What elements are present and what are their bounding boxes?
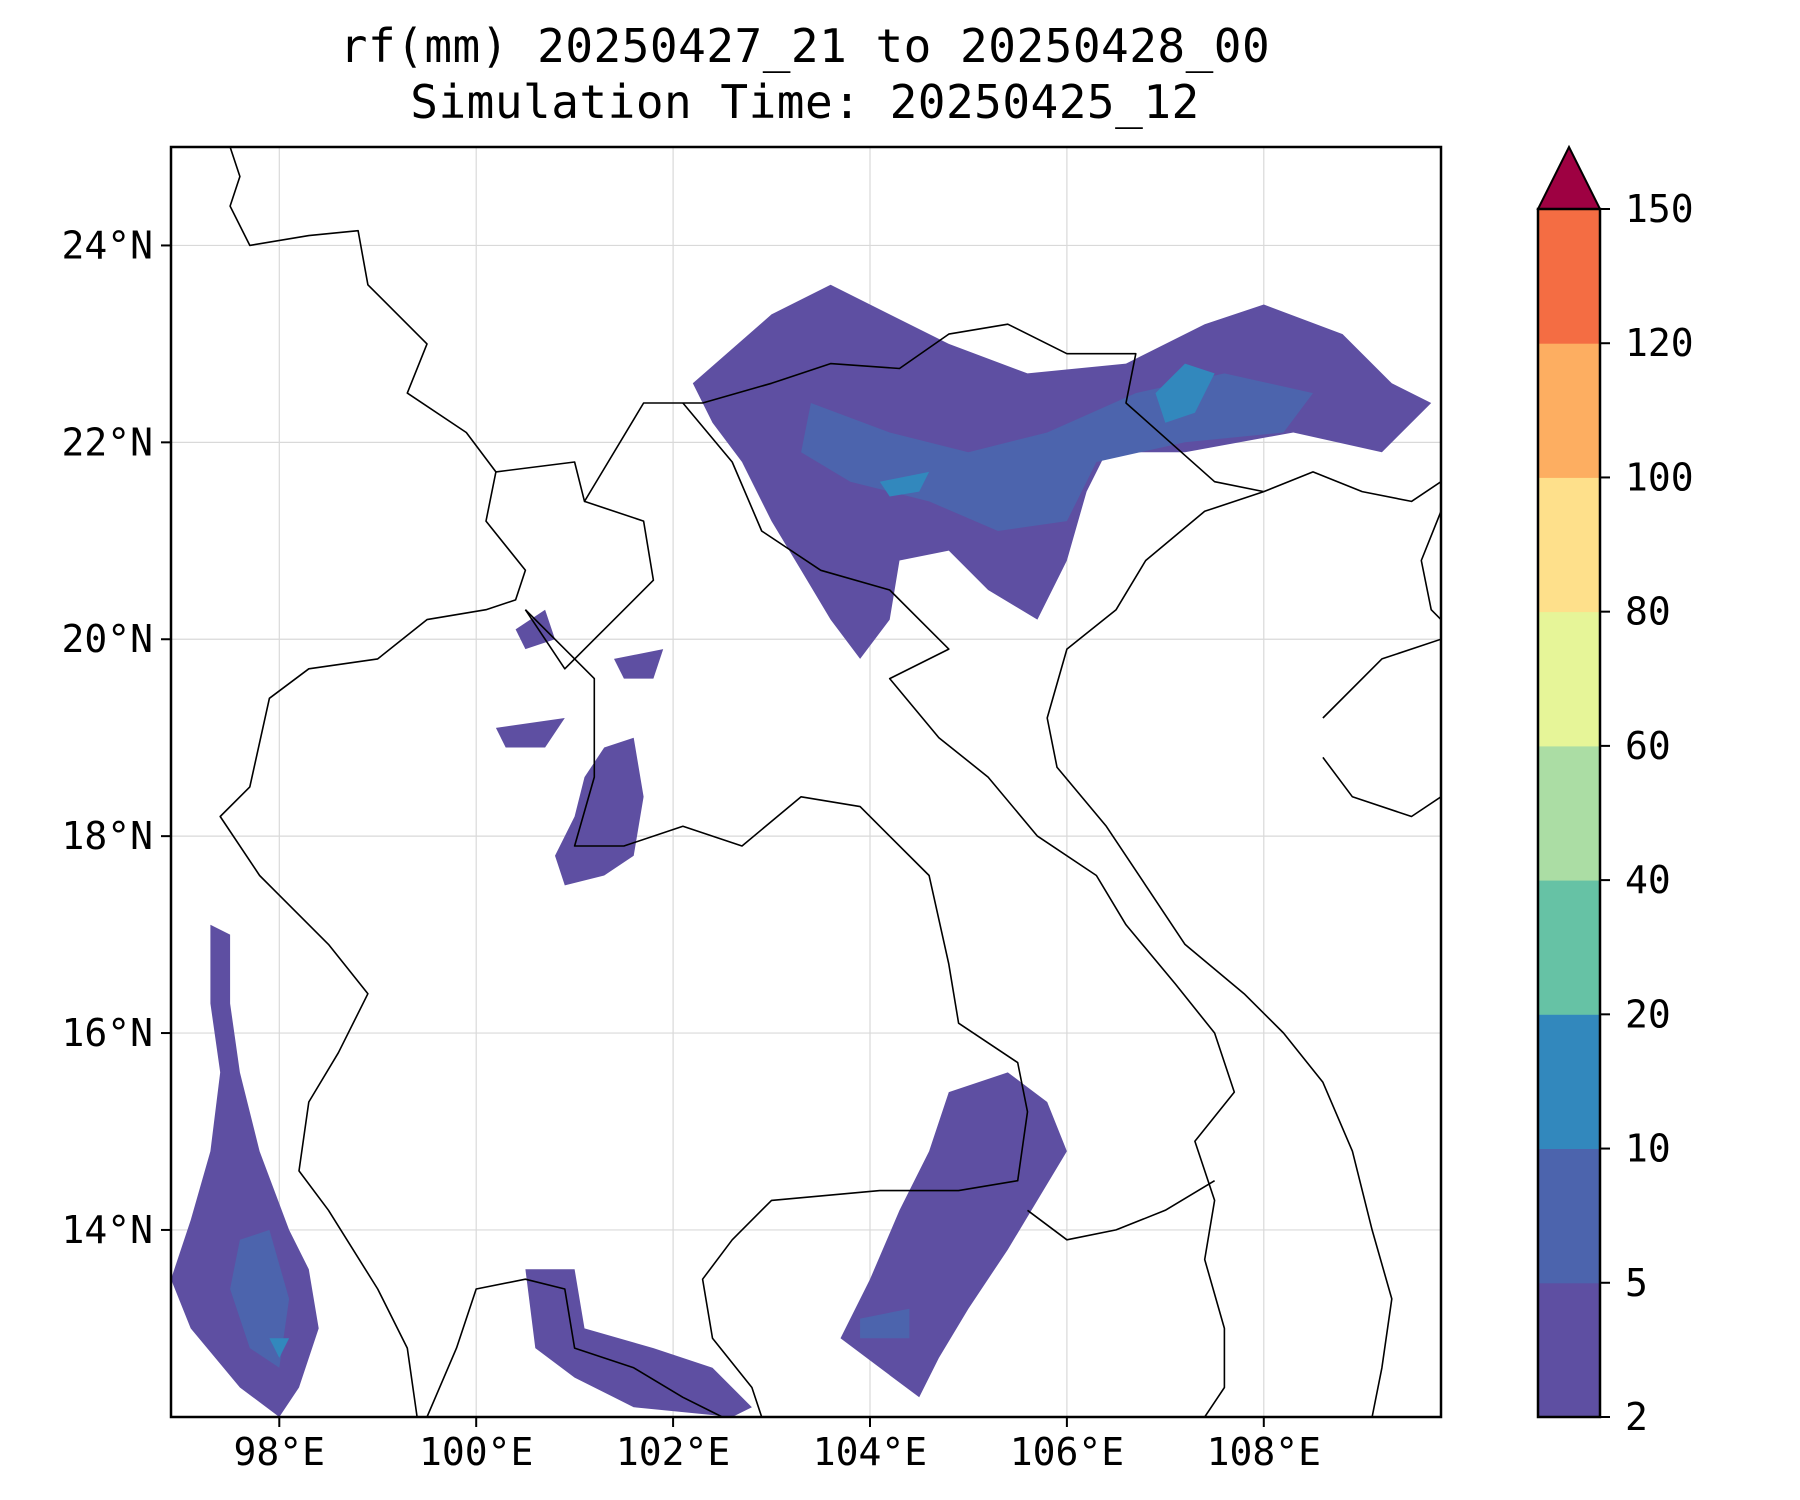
colorbar-label: 2 — [1625, 1395, 1648, 1439]
colorbar-segment — [1538, 1148, 1600, 1284]
map-axis-ticks: 98°E 100°E 102°E 104°E 106°E 108°E 14°N 16°N 18°… — [61, 223, 1321, 1474]
colorbar-label: 100 — [1625, 455, 1694, 499]
figure-title: rf(mm) 20250427_21 to 20250428_00 Simula… — [170, 18, 1440, 130]
china-laos-vietnam-inner — [524, 500, 655, 670]
rain-area-northern-vietnam-peak-a — [1155, 363, 1215, 423]
y-tick-label: 18°N — [61, 814, 153, 858]
rain-area-laos-north-small-a — [495, 718, 565, 748]
colorbar-segment — [1538, 343, 1600, 478]
colorbar-frame — [1536, 207, 1602, 1419]
myanmar-laos-thailand-border — [219, 471, 527, 1417]
y-tick-label: 22°N — [61, 420, 153, 464]
rain-area-northern-vietnam-peak-b — [879, 471, 930, 497]
x-tick-label: 100°E — [419, 1430, 533, 1474]
x-tick-label: 102°E — [616, 1430, 730, 1474]
colorbar-segment — [1538, 1282, 1600, 1418]
rain-area-southern-laos-cambodia — [840, 1072, 1067, 1398]
title-line-2: Simulation Time: 20250425_12 — [410, 75, 1200, 129]
x-tick-label: 108°E — [1207, 1430, 1321, 1474]
rain-area-thailand-southeast-band — [525, 1269, 752, 1417]
colorbar-segment — [1538, 880, 1600, 1015]
rain-area-laos-north-small-c — [515, 609, 555, 650]
colorbar-label: 60 — [1625, 724, 1671, 768]
y-tick-label: 20°N — [61, 617, 153, 661]
colorbar-label: 80 — [1625, 590, 1671, 634]
title-line-1: rf(mm) 20250427_21 to 20250428_00 — [339, 19, 1271, 73]
china-south-coast — [1263, 471, 1441, 503]
rain-area-myanmar-west-peak — [269, 1338, 290, 1358]
colorbar-label: 20 — [1625, 992, 1671, 1036]
rain-area-southern-laos-core — [860, 1308, 910, 1339]
rainfall-contours — [171, 284, 1432, 1417]
colorbar-segment — [1538, 611, 1600, 747]
colorbar-segment — [1538, 745, 1600, 881]
y-tick-label: 14°N — [61, 1208, 153, 1252]
y-tick-label: 16°N — [61, 1011, 153, 1055]
laos-cambodia-border — [1027, 1180, 1216, 1241]
map-frame — [169, 145, 1443, 1419]
map-boundaries — [219, 147, 1441, 1417]
colorbar-segment — [1538, 209, 1600, 344]
colorbar-label: 150 — [1625, 187, 1694, 231]
y-tick-label: 24°N — [61, 223, 153, 267]
colorbar-label: 5 — [1625, 1261, 1648, 1305]
colorbar-extend-arrow — [1536, 144, 1602, 210]
colorbar-segment — [1538, 1014, 1600, 1149]
rain-area-laos-north-patch — [555, 737, 644, 886]
colorbar-label: 40 — [1625, 858, 1671, 902]
x-tick-label: 106°E — [1010, 1430, 1124, 1474]
rain-area-laos-north-small-b — [614, 649, 664, 679]
colorbar-label: 120 — [1625, 321, 1694, 365]
gulf-of-tonkin-coast — [1046, 490, 1393, 1417]
colorbar-segment — [1538, 477, 1600, 613]
rain-area-myanmar-west-core — [230, 1229, 290, 1368]
x-tick-label: 104°E — [813, 1430, 927, 1474]
leizhou-peninsula — [1420, 511, 1441, 621]
laos-thailand-border — [524, 609, 1029, 1417]
laos-vietnam-border — [682, 402, 1236, 1417]
rain-area-myanmar-west-band — [171, 924, 319, 1417]
x-tick-label: 98°E — [234, 1430, 326, 1474]
hainan-island — [1322, 638, 1441, 818]
colorbar: 2 5 10 20 40 60 80 100 120 150 — [1536, 144, 1694, 1439]
colorbar-label: 10 — [1625, 1127, 1671, 1171]
gulf-of-thailand-coast — [426, 1278, 723, 1417]
